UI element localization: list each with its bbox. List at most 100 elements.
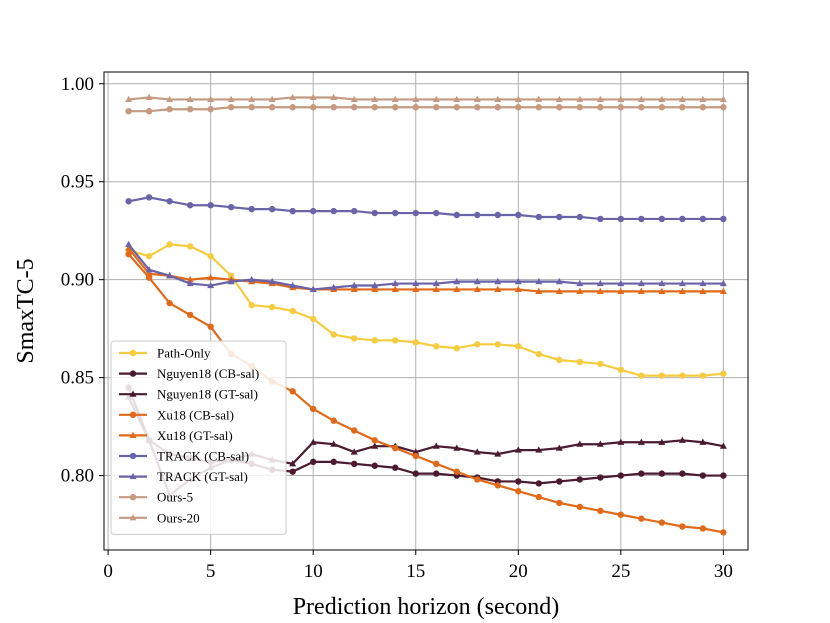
legend-label: Nguyen18 (GT-sal): [157, 387, 258, 402]
data-point: [555, 95, 563, 103]
data-point: [719, 287, 727, 294]
data-point: [617, 511, 625, 518]
data-point: [166, 299, 173, 307]
data-point: [227, 95, 235, 103]
data-point: [699, 525, 707, 532]
data-point: [576, 503, 584, 511]
data-point: [576, 440, 584, 447]
legend: Path-Only Nguyen18 (CB-sal) Nguyen18 (GT-s…: [110, 340, 287, 535]
grid: [104, 72, 748, 550]
data-point: [658, 95, 666, 103]
data-point: [556, 104, 563, 111]
x-axis-label: Prediction horizon (second): [293, 594, 560, 620]
data-point: [596, 287, 604, 294]
legend-label: Path-Only: [157, 346, 211, 361]
legend-marker: [129, 514, 137, 521]
data-point: [412, 470, 419, 477]
data-point: [679, 215, 686, 223]
data-point: [617, 279, 625, 287]
data-point: [494, 450, 502, 457]
data-point: [638, 372, 645, 379]
data-point: [309, 285, 317, 293]
ticks: 0 5 10 15 20 25 30 0.80 0.85 0.90 0.95 1.00: [61, 74, 733, 582]
data-point: [392, 337, 399, 344]
data-point: [412, 95, 420, 103]
data-point: [555, 277, 563, 285]
y-tick-label: 0.95: [61, 172, 94, 193]
data-point: [556, 213, 563, 221]
data-point: [207, 252, 214, 260]
data-point: [576, 287, 584, 294]
series-line: [128, 243, 724, 377]
data-point: [412, 339, 419, 346]
data-point: [453, 277, 461, 285]
data-point: [514, 277, 522, 285]
data-point: [268, 95, 276, 103]
data-point: [658, 104, 666, 111]
data-point: [289, 207, 296, 215]
data-point: [617, 472, 625, 479]
data-point: [637, 95, 645, 103]
data-point: [371, 285, 379, 293]
data-point: [186, 243, 194, 250]
series-line: [128, 196, 724, 221]
data-point: [514, 446, 522, 453]
data-point: [576, 358, 584, 366]
data-point: [515, 478, 522, 485]
data-point: [186, 95, 194, 103]
data-point: [555, 287, 563, 294]
legend-item: TRACK (CB-sal): [119, 449, 249, 464]
data-point: [720, 104, 727, 111]
data-point: [309, 458, 317, 466]
data-point: [125, 250, 132, 258]
data-point: [433, 343, 440, 350]
data-point: [351, 335, 358, 342]
data-point: [535, 350, 543, 358]
data-point: [391, 285, 399, 293]
data-point: [330, 283, 338, 291]
data-point: [207, 281, 215, 289]
data-point: [125, 244, 133, 251]
data-point: [186, 279, 194, 287]
data-point: [678, 279, 686, 287]
legend-label: TRACK (CB-sal): [157, 449, 249, 464]
data-point: [535, 277, 543, 285]
data-point: [166, 272, 174, 279]
series-line: [127, 247, 724, 293]
data-point: [207, 95, 215, 103]
data-point: [637, 438, 645, 445]
data-point: [207, 323, 214, 330]
data-point: [576, 95, 584, 103]
y-tick-label: 0.85: [61, 368, 94, 389]
data-point: [617, 104, 625, 111]
data-point: [720, 370, 727, 377]
data-point: [699, 372, 707, 379]
data-point: [186, 311, 194, 319]
plot-frame: [103, 71, 749, 551]
data-point: [166, 198, 173, 205]
data-point: [699, 279, 707, 287]
data-point: [248, 205, 255, 213]
data-point: [597, 507, 604, 515]
data-point: [515, 488, 522, 495]
data-point: [637, 279, 645, 287]
data-point: [289, 281, 297, 289]
series-layer: [125, 93, 727, 536]
data-point: [719, 279, 727, 287]
legend-marker: [129, 411, 137, 418]
data-point: [679, 523, 686, 530]
data-point: [412, 209, 419, 217]
legend-box: [110, 340, 287, 535]
data-point: [227, 104, 235, 111]
data-point: [514, 285, 522, 293]
data-point: [576, 279, 584, 287]
series-4: [125, 244, 727, 294]
y-tick-label: 0.90: [61, 270, 94, 291]
data-point: [515, 104, 522, 111]
data-point: [309, 405, 317, 413]
data-point: [658, 287, 666, 294]
data-point: [535, 287, 543, 294]
data-point: [289, 307, 296, 315]
data-point: [227, 277, 235, 285]
